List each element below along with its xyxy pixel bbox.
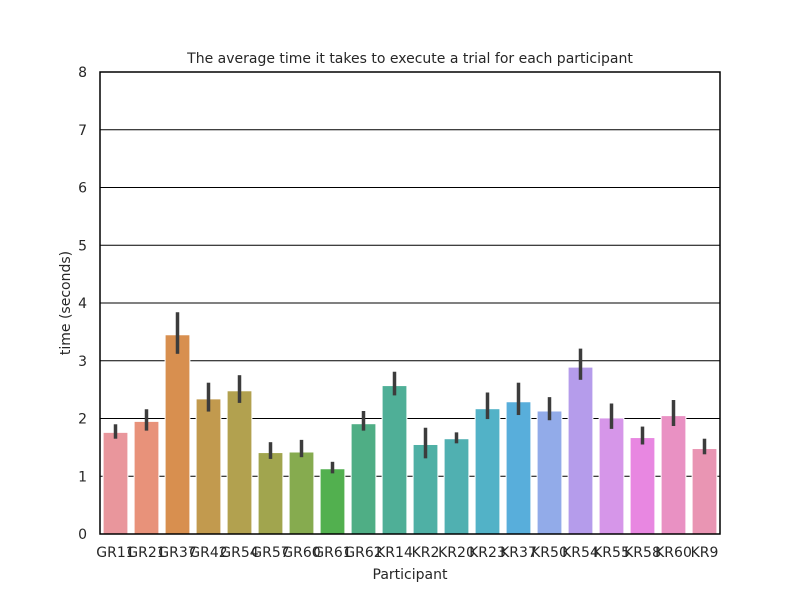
x-tick-label-GR21: GR21 (127, 545, 165, 561)
x-tick-label-GR57: GR57 (251, 545, 289, 561)
bar-GR11 (102, 431, 129, 535)
bar-KR9 (691, 448, 718, 535)
bar-GR62 (350, 423, 377, 535)
x-tick-label-KR14: KR14 (376, 545, 413, 561)
x-tick-label-GR60: GR60 (282, 545, 320, 561)
chart-title: The average time it takes to execute a t… (186, 51, 633, 67)
x-tick-label-KR50: KR50 (531, 545, 568, 561)
x-tick-label-GR61: GR61 (313, 545, 351, 561)
y-tick-label-3: 3 (78, 354, 87, 370)
x-tick-label-KR23: KR23 (469, 545, 506, 561)
x-tick-label-KR58: KR58 (624, 545, 661, 561)
bar-KR58 (629, 437, 656, 535)
bar-GR42 (195, 398, 222, 535)
bar-GR37 (164, 334, 191, 535)
y-tick-labels: 0 1 2 3 4 5 6 7 8 (78, 65, 87, 543)
x-tick-label-GR54: GR54 (220, 545, 258, 561)
bar-KR14 (381, 385, 408, 535)
bar-KR37 (505, 401, 532, 535)
bar-GR21 (133, 420, 160, 535)
bar-KR50 (536, 410, 563, 535)
y-tick-label-1: 1 (78, 469, 87, 485)
x-tick-label-GR42: GR42 (189, 545, 227, 561)
y-tick-label-6: 6 (78, 181, 87, 197)
bar-KR54 (567, 366, 594, 535)
x-tick-labels: GR11GR21GR37GR42GR54GR57GR60GR61GR62KR14… (96, 545, 718, 561)
x-tick-label-KR2: KR2 (412, 545, 440, 561)
bar-KR60 (660, 415, 687, 535)
bar-KR55 (598, 417, 625, 535)
x-tick-label-KR60: KR60 (655, 545, 692, 561)
x-tick-label-GR62: GR62 (344, 545, 382, 561)
plot-frame (99, 71, 721, 535)
error-bars (113, 312, 707, 474)
bar-KR23 (474, 408, 501, 535)
y-tick-label-5: 5 (78, 238, 87, 254)
x-axis-label: Participant (373, 567, 448, 583)
y-axis-label: time (seconds) (58, 251, 74, 355)
bar-GR60 (288, 451, 315, 535)
bar-GR57 (257, 452, 284, 535)
bar-GR61 (319, 468, 346, 535)
y-tick-label-2: 2 (78, 412, 87, 428)
bar-KR20 (443, 438, 470, 535)
y-tick-label-7: 7 (78, 123, 87, 139)
x-tick-label-KR20: KR20 (438, 545, 475, 561)
y-tick-label-0: 0 (78, 527, 87, 543)
x-tick-label-KR54: KR54 (562, 545, 599, 561)
x-tick-label-KR37: KR37 (500, 545, 537, 561)
y-tick-label-4: 4 (78, 296, 87, 312)
x-tick-label-GR37: GR37 (158, 545, 196, 561)
bar-GR54 (226, 390, 253, 535)
x-tick-label-KR55: KR55 (593, 545, 630, 561)
x-tick-label-GR11: GR11 (96, 545, 134, 561)
x-tick-label-KR9: KR9 (691, 545, 719, 561)
y-tick-label-8: 8 (78, 65, 87, 81)
